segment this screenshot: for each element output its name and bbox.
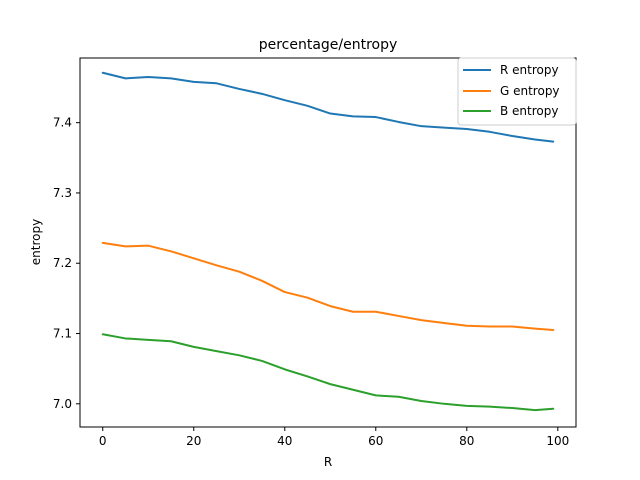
x-tick-label: 40 [277, 434, 292, 448]
x-tick-label: 80 [459, 434, 474, 448]
x-axis-label: R [324, 455, 332, 469]
axes-frame [79, 57, 577, 428]
series-line-g-entropy [101, 241, 555, 332]
x-tick-label: 20 [186, 434, 201, 448]
y-tick-label: 7.3 [53, 186, 72, 200]
legend-box [457, 57, 577, 126]
legend-label-r-entropy: R entropy [500, 63, 559, 77]
series-layer [101, 71, 555, 412]
x-tick-label: 60 [368, 434, 383, 448]
y-axis-ticks: 7.0 7.1 7.2 7.3 7.4 [53, 116, 80, 411]
series-line-b-entropy [101, 333, 555, 412]
y-tick-label: 7.4 [53, 116, 72, 130]
chart-title: percentage/entropy [259, 37, 398, 53]
y-tick-label: 7.2 [53, 256, 72, 270]
legend-label-g-entropy: G entropy [500, 84, 560, 98]
x-axis-ticks: 0 20 40 60 80 100 [99, 427, 569, 448]
plot-area [79, 57, 577, 428]
x-tick-label: 100 [546, 434, 569, 448]
legend: R entropy G entropy B entropy [457, 57, 577, 126]
x-tick-label: 0 [99, 434, 107, 448]
legend-label-b-entropy: B entropy [500, 104, 558, 118]
y-tick-label: 7.1 [53, 327, 72, 341]
y-axis-label: entropy [29, 219, 43, 265]
series-line-r-entropy [101, 71, 555, 143]
y-tick-label: 7.0 [53, 397, 72, 411]
